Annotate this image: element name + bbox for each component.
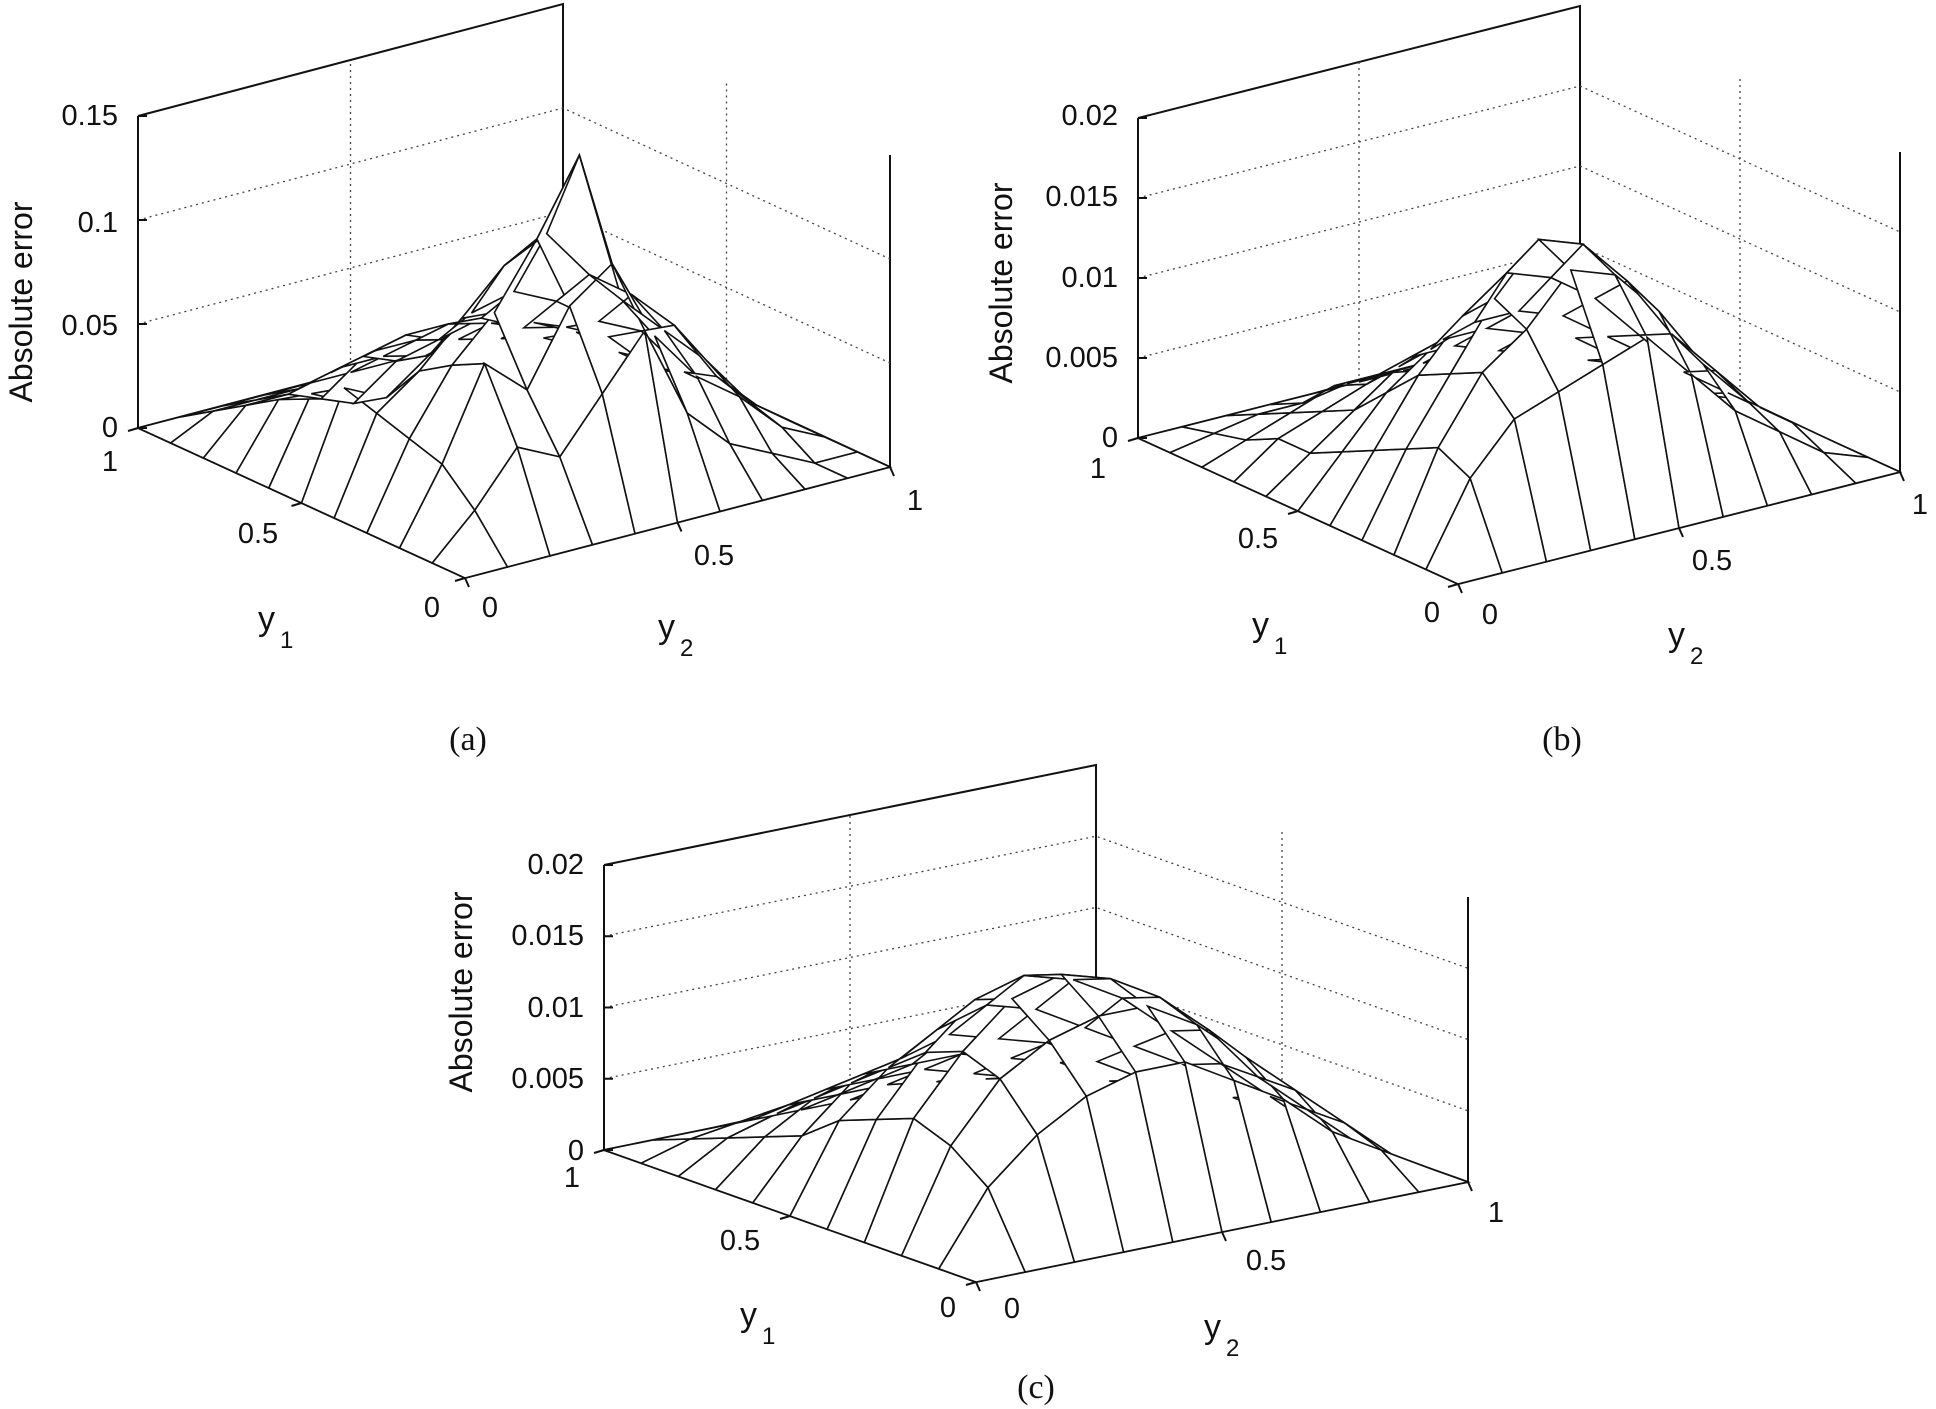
y1-tick-label: 0 — [940, 1292, 956, 1324]
y1-axis-label-subscript: 1 — [762, 1323, 775, 1350]
y2-tick-label: 0 — [1004, 1293, 1020, 1325]
y1-axis-label-subscript: 1 — [280, 627, 293, 654]
y1-axis-label-text: y — [1252, 606, 1269, 644]
z-tick-label: 0.005 — [511, 1063, 584, 1095]
y1-axis-label-text: y — [258, 600, 275, 638]
y2-axis-label-subscript: 2 — [1690, 643, 1703, 670]
tick-marks — [127, 115, 895, 588]
y1-tick — [593, 1149, 605, 1154]
z-axis-label: Absolute error — [983, 182, 1019, 383]
y1-tick — [291, 502, 302, 507]
grid-line-z — [603, 835, 1469, 969]
y1-axis-label-text: y — [740, 1296, 757, 1334]
panel-caption: (a) — [449, 721, 487, 758]
y1-tick-label: 0 — [1424, 597, 1440, 629]
y2-axis-label: y 2 — [1668, 616, 1703, 670]
y2-axis-label-subscript: 2 — [1226, 1335, 1239, 1362]
y1-tick — [127, 427, 139, 432]
y2-tick — [1221, 1231, 1227, 1242]
panel-b: 0 0.005 0.01 0.015 0.02 0 0.5 1 0 0.5 1 … — [983, 4, 1928, 758]
y2-tick — [889, 466, 895, 477]
z-tick-label: 0.01 — [1062, 262, 1118, 294]
grid-line-z — [1137, 245, 1901, 393]
y2-tick — [1678, 527, 1684, 538]
y2-tick-label: 0 — [482, 592, 498, 624]
z-tick-label: 0.1 — [78, 207, 118, 239]
tick-marks — [593, 864, 1473, 1292]
z-axis-label: Absolute error — [443, 891, 479, 1092]
y2-tick — [1457, 583, 1463, 594]
y2-axis-label: y 2 — [658, 608, 693, 662]
y2-tick — [676, 522, 683, 532]
y1-tick — [965, 1281, 977, 1286]
z-tick-label: 0.15 — [62, 100, 118, 132]
y1-tick — [454, 577, 466, 582]
y2-tick-label: 0.5 — [1692, 545, 1732, 577]
tick-marks — [1127, 117, 1905, 594]
panel-caption: (b) — [1542, 721, 1582, 758]
y2-tick-label: 0.5 — [1246, 1245, 1286, 1277]
surface-mesh — [601, 973, 1471, 1283]
z-tick-label: 0.02 — [528, 849, 584, 881]
y2-tick-label: 0.5 — [694, 540, 734, 572]
y1-tick-label: 1 — [102, 446, 118, 478]
grid-line-z — [1137, 165, 1901, 313]
y1-axis-label: y 1 — [1252, 606, 1287, 660]
surface-mesh — [1135, 238, 1903, 585]
z-tick-label: 0.015 — [511, 920, 584, 952]
y2-axis-label-subscript: 2 — [680, 635, 693, 662]
y1-tick — [1287, 510, 1299, 515]
y2-tick-label: 1 — [1912, 489, 1928, 521]
panel-c: 0 0.005 0.01 0.015 0.02 0 0.5 1 0 0.5 1 … — [443, 763, 1504, 1406]
z-tick-label: 0 — [102, 412, 118, 444]
y1-tick-label: 0.5 — [238, 518, 278, 550]
y1-tick-label: 1 — [1090, 453, 1106, 485]
grid-line-z — [137, 107, 891, 260]
z-tick-label: 0.01 — [528, 992, 584, 1024]
y1-tick — [1447, 583, 1459, 588]
z-tick-label: 0.015 — [1045, 181, 1118, 213]
y2-axis-label-text: y — [658, 608, 675, 646]
y1-tick — [779, 1215, 791, 1220]
z-tick-label: 0.02 — [1062, 100, 1118, 132]
y1-tick-label: 0.5 — [1238, 523, 1278, 555]
surface-mesh — [135, 152, 893, 579]
y2-axis-label: y 2 — [1204, 1308, 1239, 1362]
surface-cell — [1821, 451, 1903, 485]
y2-tick-label: 1 — [1488, 1197, 1504, 1229]
y2-axis-label-text: y — [1668, 616, 1685, 654]
y2-tick-label: 0 — [1482, 599, 1498, 631]
y2-tick — [1467, 1181, 1473, 1192]
y1-tick-label: 1 — [564, 1162, 580, 1194]
y2-tick — [975, 1281, 981, 1292]
y1-tick-label: 0.5 — [720, 1225, 760, 1257]
y1-axis-label: y 1 — [258, 600, 293, 654]
z-tick-label: 0.05 — [62, 310, 118, 342]
y1-tick — [1127, 437, 1139, 442]
y1-axis-label-subscript: 1 — [1274, 633, 1287, 660]
z-axis-label: Absolute error — [3, 201, 39, 402]
surface-cell — [1381, 1149, 1471, 1193]
y2-axis-label-text: y — [1204, 1308, 1221, 1346]
z-tick-label: 0 — [1102, 422, 1118, 454]
grid-line-z — [1137, 85, 1901, 233]
y2-tick — [1899, 471, 1905, 482]
panel-a: 0 0.05 0.1 0.15 0 0.5 1 0 0.5 1 Absolute… — [3, 2, 923, 758]
z-tick-label: 0.005 — [1045, 342, 1118, 374]
panel-caption: (c) — [1017, 1369, 1055, 1406]
y1-axis-label: y 1 — [740, 1296, 775, 1350]
y2-tick — [464, 577, 470, 588]
z-tick-label: 0 — [568, 1135, 584, 1167]
surface-cell — [812, 451, 893, 479]
y1-tick-label: 0 — [424, 592, 440, 624]
y2-tick-label: 1 — [907, 485, 923, 517]
